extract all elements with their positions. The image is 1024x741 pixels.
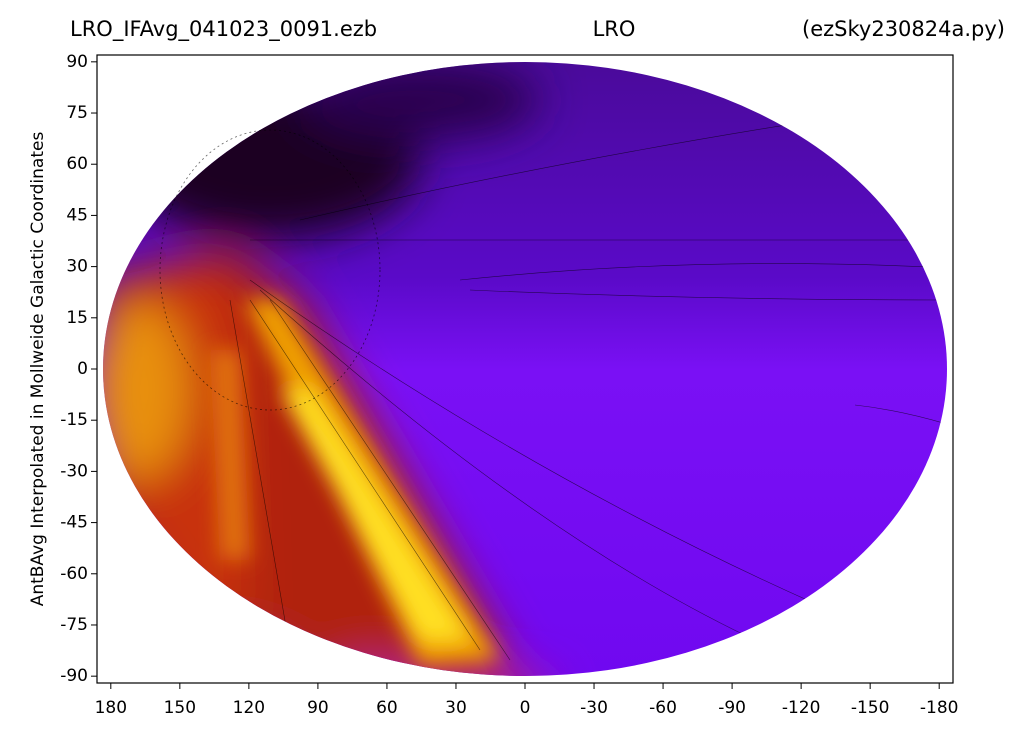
y-tick-label: -15: [60, 410, 88, 430]
x-tick-label: -180: [920, 698, 959, 718]
y-tick-label: -60: [60, 564, 88, 584]
y-tick-label: 45: [66, 205, 88, 225]
y-tick-label: 90: [66, 52, 88, 72]
x-tick-label: 60: [376, 698, 398, 718]
x-tick-label: -60: [649, 698, 677, 718]
title-right: (ezSky230824a.py): [802, 17, 1005, 41]
title-left: LRO_IFAvg_041023_0091.ezb: [70, 17, 377, 42]
y-tick-label: 30: [66, 257, 88, 277]
y-tick-label: -45: [60, 513, 88, 533]
y-axis-label: AntBAvg Interpolated in Mollweide Galact…: [28, 132, 48, 607]
reference-circle: [159, 129, 381, 411]
y-tick-label: -30: [60, 461, 88, 481]
x-tick-label: 0: [520, 698, 531, 718]
y-tick-label: 60: [66, 154, 88, 174]
y-tick-label: 0: [77, 359, 88, 379]
sky-map: [103, 62, 947, 676]
x-tick-label: 120: [233, 698, 265, 718]
x-tick-label: -120: [782, 698, 821, 718]
title-center: LRO: [593, 17, 636, 41]
sky-bright-band: [210, 300, 500, 665]
y-tick-label: 75: [66, 103, 88, 123]
y-tick-label: -75: [60, 615, 88, 635]
x-tick-label: 150: [164, 698, 196, 718]
x-tick-label: 90: [307, 698, 329, 718]
x-tick-label: 180: [95, 698, 127, 718]
y-tick-label: -90: [60, 666, 88, 686]
x-tick-label: -30: [580, 698, 608, 718]
x-tick-label: 30: [445, 698, 467, 718]
x-tick-label: -90: [718, 698, 746, 718]
y-tick-label: 15: [66, 308, 88, 328]
x-tick-label: -150: [851, 698, 890, 718]
